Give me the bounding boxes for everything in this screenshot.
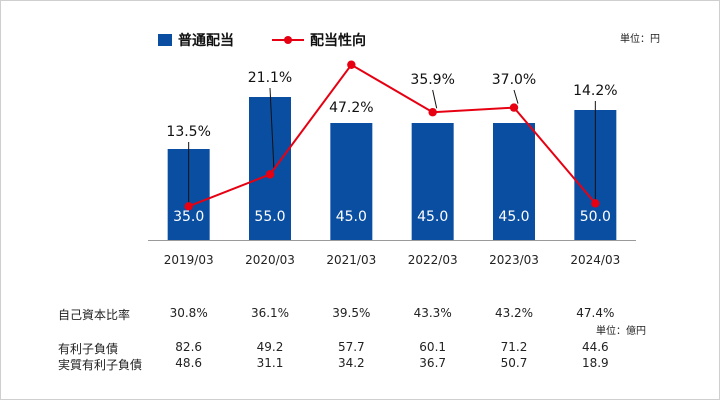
ratio-point [591,199,600,208]
label-leader-line [513,89,519,104]
ratio-value-label: 37.0% [492,72,536,88]
chart-unit: 単位：円 [620,34,660,45]
ratio-line [188,63,597,208]
legend-item-bar: 普通配当 [158,30,234,50]
bar-value-label: 45.0 [417,209,448,225]
x-tick-label: 2021/03 [326,253,376,267]
ratio-value-label: 47.2% [329,100,373,116]
ratio-value-label: 14.2% [573,83,617,99]
bar-2023/03 [493,123,535,240]
x-tick-label: 2023/03 [489,253,539,267]
bar-value-label: 35.0 [173,209,204,225]
ratio-point [265,170,275,179]
legend-bar-label: 普通配当 [178,33,234,49]
legend-line-label: 配当性向 [310,33,366,49]
legend-bar-swatch [158,34,172,46]
ratio-value-label: 21.1% [248,70,292,86]
bar-2022/03 [411,123,454,240]
table-unit: 単位：億円 [596,326,646,337]
ratio-point [184,202,193,211]
x-tick-label: 2019/03 [164,253,214,267]
bar-value-label: 55.0 [254,209,285,225]
bar-value-label: 45.0 [336,209,367,225]
ratio-value-label: 13.5% [166,124,210,140]
x-tick-label: 2022/03 [408,253,458,267]
ratio-point [428,108,437,117]
bar-value-label: 45.0 [498,209,529,225]
ratio-point [509,103,519,112]
legend: 普通配当 配当性向 [158,30,404,50]
bar-2020/03 [249,97,291,240]
x-tick-label: 2020/03 [245,253,295,267]
legend-item-line: 配当性向 [272,30,366,50]
bar-value-label: 50.0 [580,209,611,225]
bar-2021/03 [330,123,373,240]
label-leader-line [269,87,275,171]
legend-line-swatch [272,34,304,46]
ratio-value-label: 35.9% [410,72,454,88]
label-leader-line [432,89,438,109]
x-tick-label: 2024/03 [570,253,620,267]
ratio-point [347,60,356,69]
